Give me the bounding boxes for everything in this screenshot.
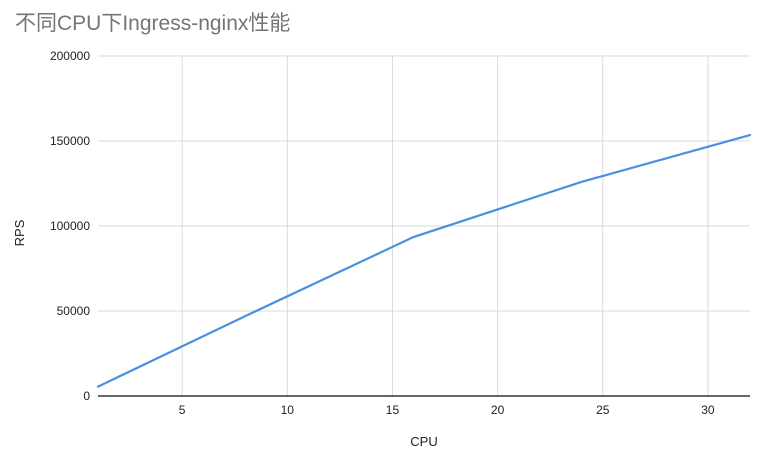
x-tick-label: 5 <box>179 403 186 417</box>
x-tick-label: 30 <box>701 403 715 417</box>
y-axis-label: RPS <box>12 219 27 246</box>
series-line <box>96 133 752 388</box>
chart-title: 不同CPU下Ingress-nginx性能 <box>15 12 290 35</box>
x-tick-label: 25 <box>596 403 610 417</box>
y-tick-label: 200000 <box>50 49 90 63</box>
y-tick-label: 0 <box>83 389 90 403</box>
x-axis-label: CPU <box>410 434 437 449</box>
y-tick-label: 150000 <box>50 134 90 148</box>
x-tick-label: 20 <box>491 403 505 417</box>
y-tick-label: 50000 <box>57 304 91 318</box>
x-tick-label: 15 <box>386 403 400 417</box>
y-tick-label: 100000 <box>50 219 90 233</box>
series-layer <box>96 133 752 388</box>
x-tick-label: 10 <box>281 403 295 417</box>
gridlines <box>98 55 750 396</box>
axes: 0 50000 100000 150000 200000 5 10 15 20 25 30 <box>50 49 750 417</box>
